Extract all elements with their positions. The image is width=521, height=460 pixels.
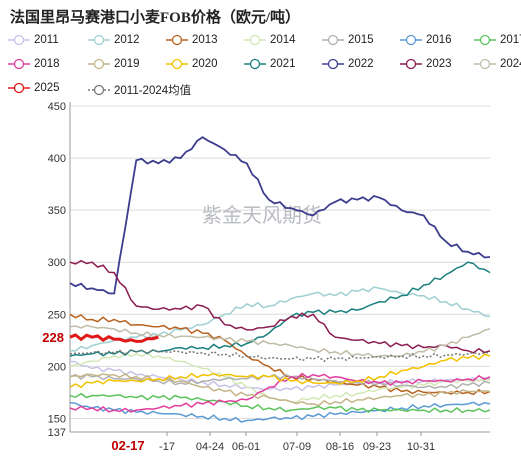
series-line-2011 <box>69 360 491 392</box>
legend-label: 2020 <box>192 58 218 70</box>
legend-item-2025[interactable]: 2025 <box>8 82 60 94</box>
y-tick-label: 250 <box>48 309 66 321</box>
legend-label: 2011 <box>34 34 59 46</box>
legend-label: 2024 <box>500 58 521 70</box>
series-line-2017 <box>69 392 491 414</box>
legend-label: 2023 <box>426 58 452 70</box>
legend-label: 2015 <box>348 34 374 46</box>
x-tick-label: 07-09 <box>283 441 311 453</box>
series-line-2021 <box>69 261 491 357</box>
chart-title: 法国里昂马赛港口小麦FOB价格（欧元/吨） <box>10 10 301 26</box>
legend-label: 2017 <box>500 34 521 46</box>
legend-label: 2014 <box>270 34 296 46</box>
legend-label: 2013 <box>192 34 218 46</box>
legend-item-2011[interactable]: 2011 <box>8 34 59 46</box>
y-tick-label: 150 <box>48 413 66 425</box>
legend-item-2021[interactable]: 2021 <box>244 58 296 70</box>
series-line-2016 <box>69 401 491 423</box>
legend-marker-icon <box>88 34 110 46</box>
legend-marker-icon <box>88 58 110 70</box>
legend-label: 2025 <box>34 82 60 94</box>
legend-item-2014[interactable]: 2014 <box>244 34 296 46</box>
y-tick-label: 137 <box>48 427 66 439</box>
legend-item-2015[interactable]: 2015 <box>322 34 374 46</box>
legend-label: 2012 <box>114 34 140 46</box>
x-tick-label: 09-23 <box>363 441 391 453</box>
x-tick-label: 10-31 <box>407 441 435 453</box>
legend-marker-icon <box>8 82 30 94</box>
legend-marker-icon <box>88 84 110 96</box>
x-tick-label: 06-01 <box>232 441 260 453</box>
series-line-2024 <box>69 324 491 358</box>
y-tick-label: 350 <box>48 205 66 217</box>
legend-item-2020[interactable]: 2020 <box>166 58 218 70</box>
legend-marker-icon <box>244 58 266 70</box>
series-line-2013 <box>69 313 491 396</box>
legend-marker-icon <box>166 58 188 70</box>
legend-marker-icon <box>322 58 344 70</box>
legend-label: 2018 <box>34 58 60 70</box>
y-tick-label: 400 <box>48 153 66 165</box>
legend-label: 2016 <box>426 34 452 46</box>
series-line-2020 <box>69 353 491 389</box>
legend-label: 2022 <box>348 58 374 70</box>
y-highlight-label: 228 <box>42 330 64 345</box>
legend-label: 2021 <box>270 58 296 70</box>
watermark: 紫金天风期货 <box>202 203 322 227</box>
series-line-2015 <box>69 373 491 390</box>
series-line-2025 <box>69 333 159 343</box>
series-line-2019 <box>69 372 491 407</box>
y-tick-label: 450 <box>48 101 66 113</box>
legend-marker-icon <box>322 34 344 46</box>
legend-label: 2019 <box>114 58 140 70</box>
legend-marker-icon <box>400 34 422 46</box>
y-tick-label: 300 <box>48 257 66 269</box>
legend-label: 2011-2024均值 <box>114 85 192 97</box>
legend-item-2013[interactable]: 2013 <box>166 34 218 46</box>
legend-item-2019[interactable]: 2019 <box>88 58 140 70</box>
legend-item-2018[interactable]: 2018 <box>8 58 60 70</box>
legend-item-2016[interactable]: 2016 <box>400 34 452 46</box>
legend-marker-icon <box>244 34 266 46</box>
legend-marker-icon <box>8 34 30 46</box>
series-line-2022 <box>69 136 491 295</box>
legend-marker-icon <box>474 58 496 70</box>
legend-item-2017[interactable]: 2017 <box>474 34 521 46</box>
legend-marker-icon <box>8 58 30 70</box>
legend-marker-icon <box>166 34 188 46</box>
x-tick-label: -17 <box>159 441 175 453</box>
series-line-2011-2024均值 <box>69 348 491 363</box>
legend-item-2022[interactable]: 2022 <box>322 58 374 70</box>
legend-item-2023[interactable]: 2023 <box>400 58 452 70</box>
legend-item-2024[interactable]: 2024 <box>474 58 521 70</box>
series-line-2023 <box>69 259 491 354</box>
legend-marker-icon <box>474 34 496 46</box>
y-tick-label: 200 <box>48 361 66 373</box>
x-tick-label: 04-24 <box>196 441 224 453</box>
x-tick-label: 08-16 <box>326 441 354 453</box>
legend-item-2012[interactable]: 2012 <box>88 34 140 46</box>
legend-item-2011-2024均值[interactable]: 2011-2024均值 <box>88 82 191 98</box>
legend-marker-icon <box>400 58 422 70</box>
x-highlight-label: 02-17 <box>111 438 144 453</box>
